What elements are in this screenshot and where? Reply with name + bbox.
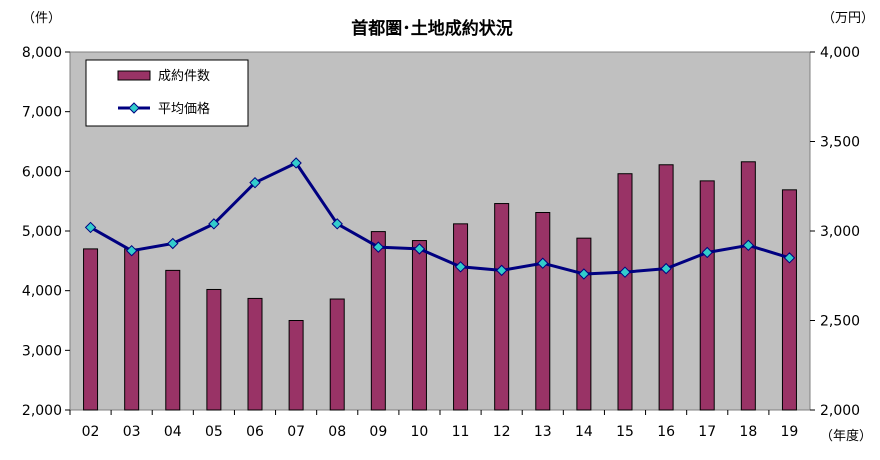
legend-marker-swatch [128,102,140,114]
bar [206,288,222,411]
right-tick-label: 2,500 [820,314,860,330]
x-tick-label: 10 [411,424,429,440]
bar [247,297,263,411]
price-point [701,246,713,259]
legend-label-bars: 成約件数 [158,69,210,84]
x-tick-label: 19 [781,424,799,440]
x-tick-label: 14 [575,424,593,440]
bar [699,180,715,411]
x-tick-label: 08 [328,424,346,440]
x-tick-label: 07 [287,424,305,440]
x-tick-label: 11 [452,424,470,440]
left-axis-ticks: 2,000 3,000 4,000 5,000 6,000 7,000 8,000 [22,45,70,419]
price-point [249,176,261,189]
x-tick-label: 02 [82,424,100,440]
price-point [783,252,796,264]
bar [740,161,756,411]
x-tick-label: 09 [369,424,387,440]
bar [535,212,551,411]
legend-label-line: 平均価格 [158,101,210,117]
left-tick-label: 3,000 [22,343,62,359]
price-point [660,262,672,275]
bar [576,237,592,411]
left-tick-label: 8,000 [22,45,62,61]
right-tick-label: 2,000 [820,403,860,419]
bar [329,298,345,411]
price-point [167,237,179,250]
price-point [742,239,755,252]
right-tick-label: 3,500 [820,135,860,151]
price-point [454,261,467,273]
x-tick-label: 04 [164,424,182,440]
x-tick-label: 05 [205,424,223,440]
x-tick-label: 16 [657,424,675,440]
price-line [89,161,790,276]
legend-bar-swatch [117,70,151,81]
right-axis-ticks: 2,000 2,500 3,000 3,500 4,000 [810,45,860,419]
price-point [84,221,97,234]
price-point [413,243,426,255]
bar [617,173,633,411]
bar [658,164,674,411]
price-point [125,244,138,257]
bar [124,248,140,411]
chart-title: 首都圏･土地成約状況 [351,18,513,39]
line-series [84,157,796,280]
bar [411,240,427,411]
left-tick-label: 2,000 [22,403,62,419]
left-tick-label: 4,000 [22,284,62,300]
price-point [290,157,302,169]
x-tick-label: 03 [123,424,141,440]
left-tick-label: 5,000 [22,224,62,240]
price-point [331,218,343,230]
bar [165,269,181,411]
left-tick-label: 6,000 [22,164,62,180]
x-tick-label: 12 [493,424,511,440]
bar [781,189,797,411]
x-tick-label: 15 [616,424,634,440]
x-axis-ticks: 02 03 04 05 06 07 08 09 10 11 12 13 14 15 16 17 18 19 [69,410,799,440]
price-point [208,218,220,230]
y-right-unit: （万円） [822,11,874,26]
bar [288,320,304,411]
price-point [537,257,549,269]
y-left-unit: （件） [22,11,61,26]
right-tick-label: 4,000 [820,45,860,61]
bar [453,223,469,411]
price-point [372,241,385,253]
right-tick-label: 3,000 [820,224,860,240]
bar [370,231,386,411]
left-tick-label: 7,000 [22,105,62,121]
x-tick-label: 06 [246,424,264,440]
x-tick-label: 17 [698,424,716,440]
legend-box [85,59,249,127]
bar [83,248,99,411]
x-tick-label: 13 [534,424,552,440]
price-point [578,268,590,280]
price-point [495,264,508,277]
legend: 成約件数 平均価格 [85,59,249,127]
x-unit: （年度） [820,428,872,444]
x-tick-label: 18 [739,424,757,440]
price-point [619,266,631,278]
bar [494,203,510,411]
